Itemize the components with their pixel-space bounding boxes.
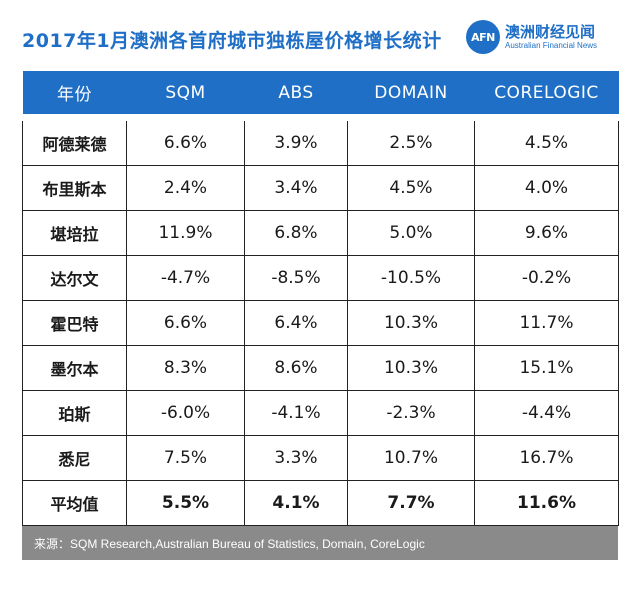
value-cell: 8.6% [244,345,348,391]
value-cell: 6.6% [126,117,245,166]
afn-logo-icon: AFN [466,20,500,54]
value-cell: 6.8% [244,210,348,256]
value-cell: 15.1% [474,345,619,391]
value-cell: -6.0% [126,390,245,436]
value-cell: 4.5% [474,117,619,166]
city-cell: 达尔文 [22,255,127,301]
city-cell: 墨尔本 [22,345,127,391]
value-cell: 10.3% [347,300,475,346]
table-row: 悉尼 7.5% 3.3% 10.7% 16.7% [22,435,619,481]
value-cell: 7.7% [347,480,475,526]
header-cell: ABS [244,71,348,121]
city-cell: 布里斯本 [22,165,127,211]
table-row: 阿德莱德 6.6% 3.9% 2.5% 4.5% [22,117,619,166]
afn-logo: AFN 澳洲财经见闻 Australian Financial News [466,20,636,60]
value-cell: 6.6% [126,300,245,346]
value-cell: 10.3% [347,345,475,391]
value-cell: 9.6% [474,210,619,256]
average-label: 平均值 [22,480,127,526]
logo-name-en: Australian Financial News [505,41,598,50]
value-cell: -0.2% [474,255,619,301]
value-cell: 3.4% [244,165,348,211]
value-cell: -10.5% [347,255,475,301]
table-row: 墨尔本 8.3% 8.6% 10.3% 15.1% [22,345,619,391]
logo-name-cn: 澳洲财经见闻 [505,23,596,41]
value-cell: 4.1% [244,480,348,526]
value-cell: 11.9% [126,210,245,256]
value-cell: 2.4% [126,165,245,211]
table-row: 达尔文 -4.7% -8.5% -10.5% -0.2% [22,255,619,301]
value-cell: 11.6% [474,480,619,526]
source-note: 来源：SQM Research,Australian Bureau of Sta… [22,526,618,560]
value-cell: 10.7% [347,435,475,481]
header-cell: SQM [126,71,245,121]
value-cell: -4.4% [474,390,619,436]
value-cell: -4.7% [126,255,245,301]
header-row: 年份 SQM ABS DOMAIN CORELOGIC [22,71,619,121]
value-cell: 4.5% [347,165,475,211]
value-cell: 5.5% [126,480,245,526]
value-cell: 5.0% [347,210,475,256]
growth-table: 年份 SQM ABS DOMAIN CORELOGIC 阿德莱德 6.6% 3.9%… [22,71,619,526]
city-cell: 珀斯 [22,390,127,436]
table-row: 堪培拉 11.9% 6.8% 5.0% 9.6% [22,210,619,256]
value-cell: 4.0% [474,165,619,211]
value-cell: 11.7% [474,300,619,346]
table-row: 布里斯本 2.4% 3.4% 4.5% 4.0% [22,165,619,211]
header-cell: CORELOGIC [474,71,619,121]
chart-title: 2017年1月澳洲各首府城市独栋屋价格增长统计 [22,30,442,52]
average-row: 平均值 5.5% 4.1% 7.7% 11.6% [22,480,619,526]
value-cell: -8.5% [244,255,348,301]
value-cell: 3.3% [244,435,348,481]
value-cell: 8.3% [126,345,245,391]
table-row: 霍巴特 6.6% 6.4% 10.3% 11.7% [22,300,619,346]
value-cell: 16.7% [474,435,619,481]
header-cell: 年份 [22,71,127,121]
value-cell: 7.5% [126,435,245,481]
header-cell: DOMAIN [347,71,475,121]
city-cell: 堪培拉 [22,210,127,256]
city-cell: 悉尼 [22,435,127,481]
value-cell: -4.1% [244,390,348,436]
value-cell: 2.5% [347,117,475,166]
value-cell: 3.9% [244,117,348,166]
city-cell: 阿德莱德 [22,117,127,166]
table-row: 珀斯 -6.0% -4.1% -2.3% -4.4% [22,390,619,436]
value-cell: 6.4% [244,300,348,346]
value-cell: -2.3% [347,390,475,436]
city-cell: 霍巴特 [22,300,127,346]
